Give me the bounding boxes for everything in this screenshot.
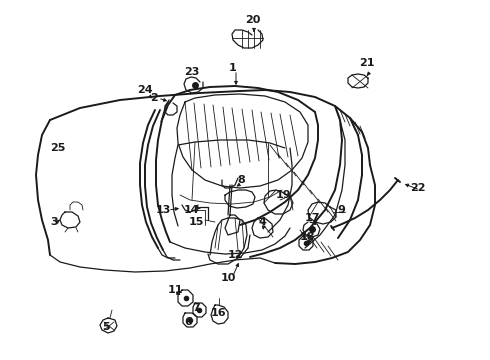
Text: 17: 17 — [304, 213, 320, 223]
Text: 5: 5 — [102, 322, 110, 332]
Text: 19: 19 — [275, 190, 291, 200]
Text: 25: 25 — [50, 143, 66, 153]
Text: 14: 14 — [183, 205, 199, 215]
Text: 13: 13 — [155, 205, 171, 215]
Text: 10: 10 — [220, 273, 236, 283]
Text: 24: 24 — [137, 85, 153, 95]
Text: 20: 20 — [245, 15, 261, 25]
Text: 21: 21 — [359, 58, 375, 68]
Text: 8: 8 — [237, 175, 245, 185]
Text: 2: 2 — [150, 93, 158, 103]
Text: 4: 4 — [258, 217, 266, 227]
Text: 16: 16 — [210, 308, 226, 318]
Text: 11: 11 — [167, 285, 183, 295]
Text: 23: 23 — [184, 67, 200, 77]
Text: 3: 3 — [50, 217, 58, 227]
Text: 22: 22 — [410, 183, 426, 193]
Text: 15: 15 — [188, 217, 204, 227]
Text: 12: 12 — [227, 250, 243, 260]
Text: 18: 18 — [299, 232, 315, 242]
Text: 6: 6 — [184, 317, 192, 327]
Text: 1: 1 — [229, 63, 237, 73]
Text: 9: 9 — [337, 205, 345, 215]
Text: 7: 7 — [192, 303, 200, 313]
